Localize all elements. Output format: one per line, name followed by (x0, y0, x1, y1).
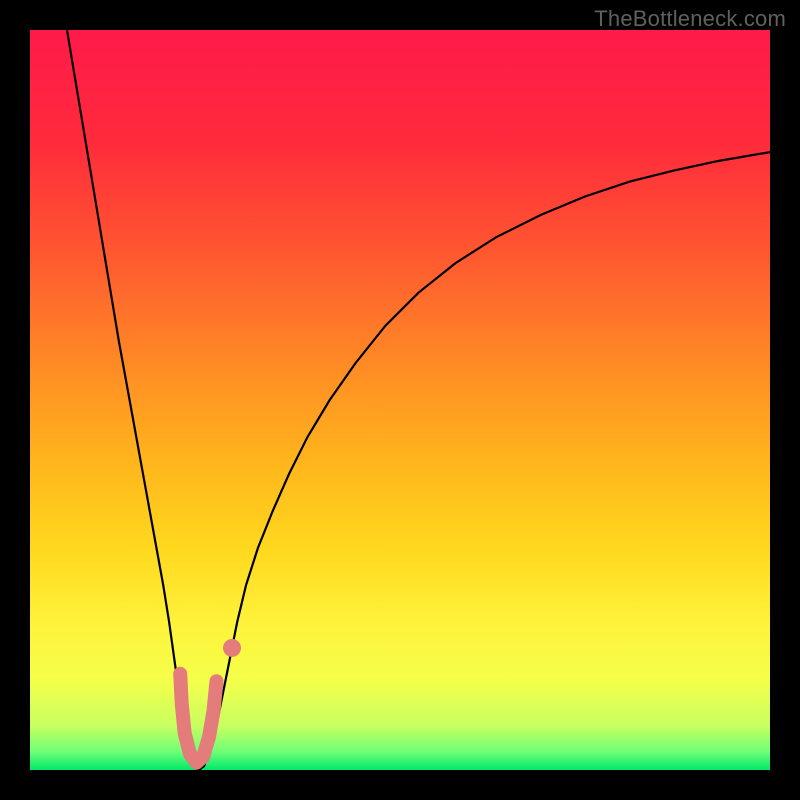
bottleneck-chart (30, 30, 770, 770)
watermark-text: TheBottleneck.com (594, 6, 786, 32)
plot-background (30, 30, 770, 770)
plot-frame (30, 30, 770, 770)
stage: TheBottleneck.com (0, 0, 800, 800)
dot-marker (223, 639, 241, 657)
